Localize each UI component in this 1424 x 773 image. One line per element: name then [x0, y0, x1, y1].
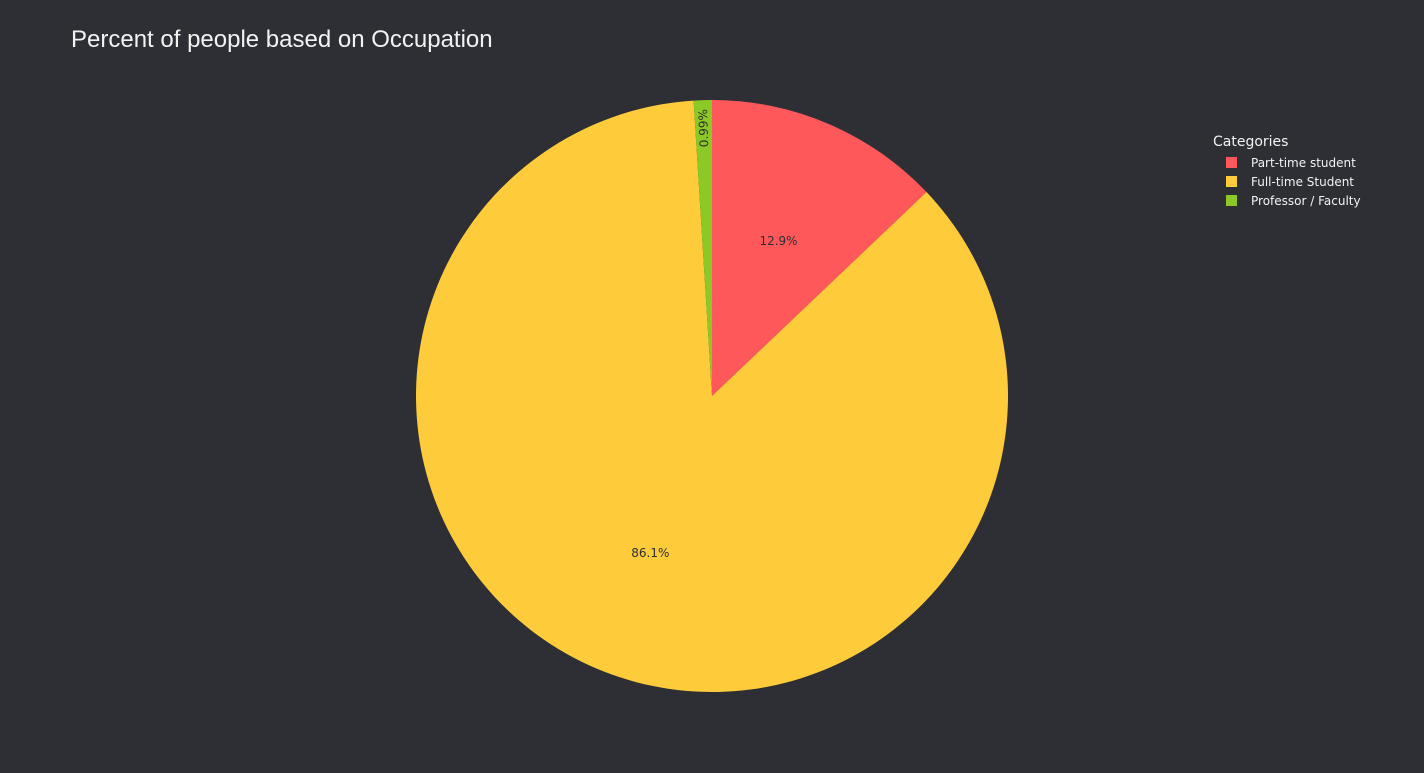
- legend-label: Professor / Faculty: [1251, 193, 1361, 208]
- slice-label: 0.99%: [696, 109, 711, 148]
- slice-label: 86.1%: [631, 546, 669, 560]
- chart-title: Percent of people based on Occupation: [71, 26, 493, 53]
- legend-label: Part-time student: [1251, 155, 1356, 170]
- legend-label: Full-time Student: [1251, 174, 1355, 189]
- pie-slice-professor-faculty[interactable]: [693, 100, 712, 396]
- pie-slice-part-time-student[interactable]: [712, 100, 927, 396]
- legend-item-full-time-student[interactable]: Full-time Student: [1213, 172, 1361, 191]
- pie-slice-full-time-student[interactable]: [416, 100, 1009, 692]
- legend-item-part-time-student[interactable]: Part-time student: [1213, 153, 1361, 172]
- legend-title: Categories: [1213, 134, 1289, 150]
- legend: Categories Part-time student Full-time S…: [1213, 134, 1361, 210]
- legend-swatch: [1226, 157, 1237, 168]
- legend-swatch: [1226, 195, 1237, 206]
- legend-swatch: [1226, 176, 1237, 187]
- legend-item-professor-faculty[interactable]: Professor / Faculty: [1213, 191, 1361, 210]
- slice-label: 12.9%: [759, 234, 797, 248]
